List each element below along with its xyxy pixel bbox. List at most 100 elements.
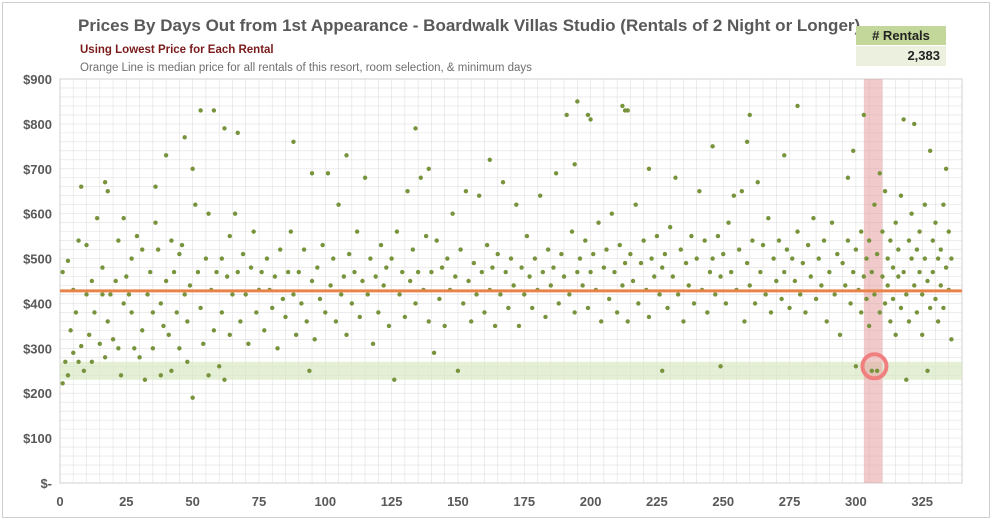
- data-point: [79, 184, 84, 189]
- data-point: [657, 292, 662, 297]
- data-point: [479, 269, 485, 275]
- data-point: [240, 251, 246, 257]
- data-point: [344, 332, 349, 338]
- data-point: [572, 162, 577, 167]
- x-tick-label: 0: [56, 494, 63, 509]
- data-point: [328, 283, 333, 288]
- data-point: [503, 269, 508, 275]
- data-point: [283, 314, 288, 320]
- data-point: [628, 251, 633, 257]
- data-point: [861, 112, 867, 118]
- data-point: [580, 283, 585, 288]
- data-point: [612, 269, 617, 275]
- data-point: [641, 238, 646, 243]
- data-point: [617, 242, 622, 248]
- data-point: [890, 296, 896, 302]
- data-point: [315, 265, 320, 270]
- data-point: [299, 301, 304, 306]
- data-point: [832, 292, 837, 297]
- data-point: [858, 229, 864, 234]
- data-point: [604, 247, 609, 252]
- y-tick-label: $900: [23, 72, 52, 87]
- chart-note: Orange Line is median price for all rent…: [80, 62, 532, 74]
- data-point: [710, 256, 715, 261]
- data-point: [519, 265, 524, 270]
- data-point: [861, 274, 867, 279]
- data-point: [920, 332, 925, 338]
- data-point: [190, 166, 195, 171]
- data-point: [461, 301, 466, 306]
- data-point: [564, 112, 569, 118]
- data-point: [394, 229, 400, 234]
- data-point: [683, 260, 689, 266]
- data-point: [622, 260, 628, 266]
- data-point: [92, 310, 97, 315]
- data-point: [248, 265, 254, 270]
- data-point: [771, 256, 776, 261]
- data-point: [285, 269, 291, 275]
- data-point: [516, 323, 522, 329]
- data-point: [389, 256, 394, 261]
- data-point: [171, 269, 177, 275]
- x-axis: 0 25 50 75 100 125 150 175 200 225 250 275 300 325: [56, 494, 933, 509]
- data-point: [686, 283, 691, 288]
- data-point: [588, 269, 593, 275]
- data-point: [665, 305, 670, 311]
- data-point: [930, 238, 936, 243]
- data-point: [670, 274, 676, 279]
- data-point: [490, 265, 495, 270]
- data-point: [893, 332, 898, 338]
- data-point: [577, 256, 583, 261]
- data-point: [76, 359, 81, 364]
- data-point: [532, 256, 538, 261]
- data-point: [893, 220, 898, 225]
- data-point: [707, 269, 713, 275]
- data-point: [405, 189, 410, 194]
- data-point: [65, 258, 71, 263]
- data-point: [222, 377, 227, 382]
- data-point: [943, 166, 949, 171]
- data-point: [376, 310, 381, 315]
- data-point: [336, 202, 341, 207]
- data-point: [246, 341, 251, 347]
- data-point: [116, 346, 121, 351]
- data-point: [227, 233, 232, 239]
- data-point: [153, 220, 158, 225]
- data-point: [63, 359, 68, 364]
- rentals-count-value: 2,383: [856, 46, 946, 66]
- data-point: [548, 283, 553, 288]
- data-point: [710, 144, 715, 149]
- data-point: [150, 346, 156, 351]
- data-point: [360, 278, 365, 284]
- data-point: [508, 256, 514, 261]
- data-point: [309, 278, 315, 284]
- data-point: [649, 256, 654, 261]
- highlight-column: [863, 79, 883, 483]
- data-point: [397, 292, 402, 297]
- data-point: [601, 265, 607, 270]
- data-point: [583, 238, 588, 243]
- data-point: [713, 292, 718, 297]
- data-point: [392, 377, 397, 382]
- y-tick-label: $-: [40, 476, 52, 491]
- x-tick-label: 300: [845, 494, 867, 509]
- data-point: [402, 314, 408, 320]
- data-point: [466, 278, 471, 284]
- data-point: [153, 184, 158, 189]
- data-point: [660, 368, 665, 373]
- data-point: [763, 292, 768, 297]
- data-point: [185, 359, 190, 364]
- x-tick-label: 225: [646, 494, 668, 509]
- data-point: [750, 238, 755, 243]
- data-point: [845, 238, 851, 243]
- rentals-count-header: # Rentals: [856, 26, 946, 45]
- data-point: [219, 256, 225, 261]
- data-point: [129, 310, 134, 315]
- data-point: [819, 283, 824, 288]
- data-point: [198, 108, 203, 113]
- data-point: [537, 193, 543, 198]
- data-point: [840, 260, 845, 266]
- data-point: [185, 319, 190, 324]
- data-point: [232, 211, 238, 216]
- data-point: [874, 251, 880, 257]
